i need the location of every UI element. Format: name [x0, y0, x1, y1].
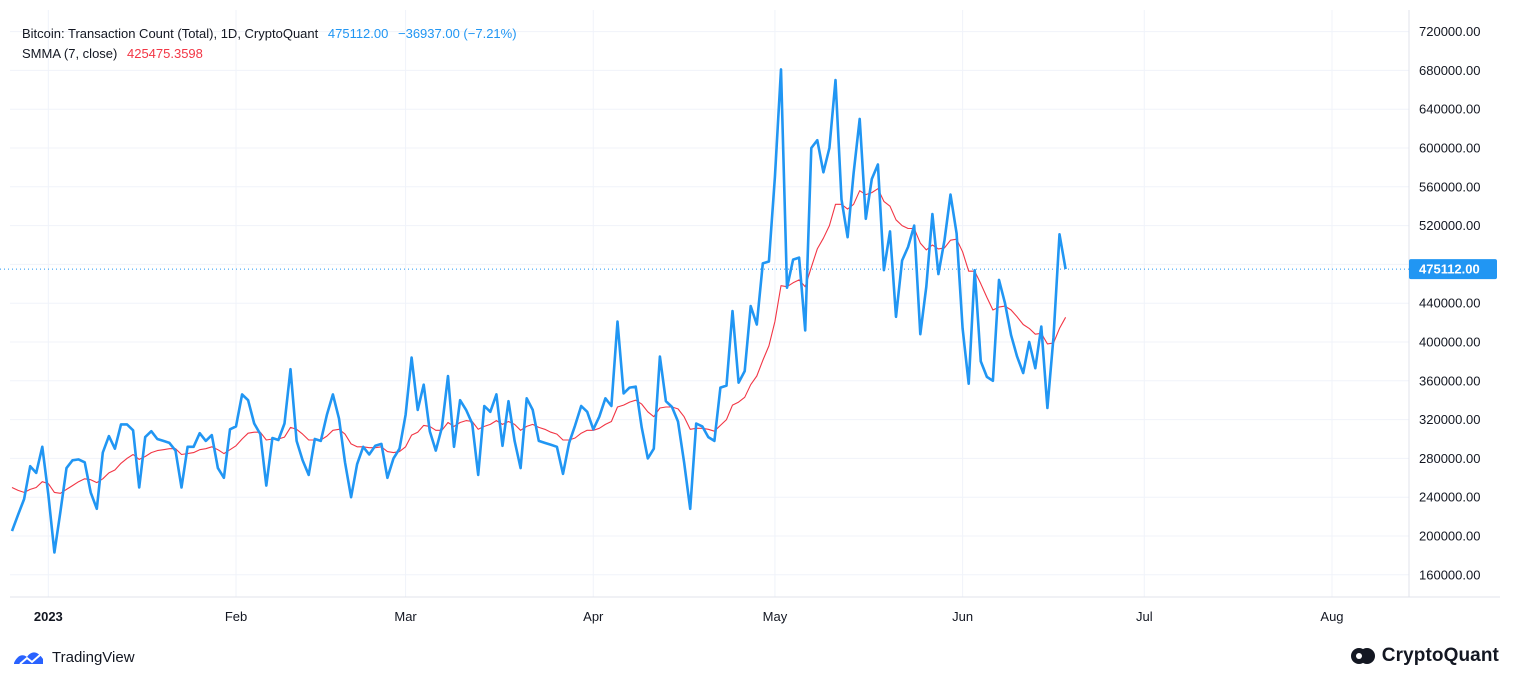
x-tick-label: Jul	[1136, 609, 1153, 624]
y-tick-label: 720000.00	[1419, 24, 1480, 39]
y-tick-label: 520000.00	[1419, 218, 1480, 233]
x-tick-label: Feb	[225, 609, 247, 624]
legend-value: 475112.00	[327, 26, 389, 41]
x-tick-label: 2023	[34, 609, 63, 624]
last-value-tag: 475112.00	[1409, 259, 1497, 280]
x-axis[interactable]: 2023 Feb Mar Apr May Jun Jul Aug	[34, 609, 1344, 624]
legend-main-row[interactable]: Bitcoin: Transaction Count (Total), 1D, …	[22, 24, 523, 44]
x-tick-label: Aug	[1320, 609, 1343, 624]
series-line-transaction-count[interactable]	[10, 68, 1067, 554]
series-line-smma[interactable]	[11, 188, 1067, 494]
legend-change: −36937.00 (−7.21%)	[398, 26, 517, 41]
y-tick-label: 320000.00	[1419, 412, 1480, 427]
y-tick-label: 360000.00	[1419, 373, 1480, 388]
x-tick-label: May	[763, 609, 788, 624]
x-tick-label: Jun	[952, 609, 973, 624]
cryptoquant-logo-icon	[1350, 648, 1375, 664]
tradingview-logo-icon	[14, 652, 43, 665]
y-tick-label: 160000.00	[1419, 567, 1480, 582]
y-tick-label: 560000.00	[1419, 179, 1480, 194]
tradingview-brand[interactable]: TradingView	[12, 647, 135, 667]
last-value-tag-label: 475112.00	[1419, 262, 1480, 277]
series-layer	[10, 68, 1067, 554]
y-tick-label: 640000.00	[1419, 102, 1480, 117]
grid-lines	[10, 10, 1409, 597]
last-value-tag-background	[1409, 259, 1497, 280]
cryptoquant-brand[interactable]: CryptoQuant	[1350, 645, 1499, 667]
y-tick-label: 400000.00	[1419, 335, 1480, 350]
y-axis[interactable]: 160000.00 200000.00 240000.00 280000.00 3200…	[1419, 24, 1480, 582]
legend-title: Bitcoin: Transaction Count (Total), 1D, …	[22, 26, 319, 41]
legend-smma-value: 425475.3598	[126, 46, 203, 61]
y-tick-label: 440000.00	[1419, 296, 1480, 311]
y-tick-label: 200000.00	[1419, 529, 1480, 544]
x-tick-label: Mar	[394, 609, 417, 624]
y-tick-label: 680000.00	[1419, 63, 1480, 78]
x-tick-label: Apr	[583, 609, 604, 624]
cryptoquant-label: CryptoQuant	[1381, 645, 1499, 666]
y-tick-label: 600000.00	[1419, 141, 1480, 156]
tradingview-label: TradingView	[52, 648, 135, 666]
y-tick-label: 240000.00	[1419, 490, 1480, 505]
chart-legend: Bitcoin: Transaction Count (Total), 1D, …	[22, 24, 523, 64]
legend-smma-row[interactable]: SMMA (7, close) 425475.3598	[22, 44, 523, 64]
y-tick-label: 280000.00	[1419, 451, 1480, 466]
legend-smma-label: SMMA (7, close)	[22, 46, 118, 61]
